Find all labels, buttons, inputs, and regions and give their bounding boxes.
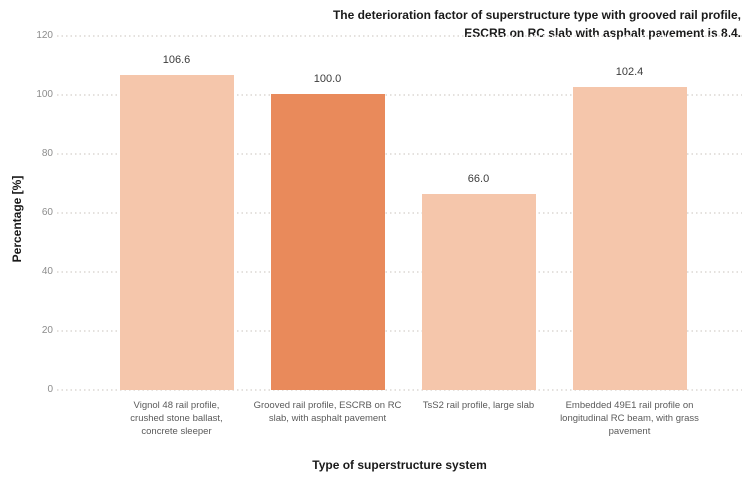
gridline-y40: [57, 271, 742, 273]
bar-4: [572, 86, 687, 390]
bar-3: [421, 194, 536, 390]
y-tick-label-120: 120: [36, 30, 53, 41]
y-tick-label-60: 60: [41, 207, 53, 218]
bar-value-label-2: 100.0: [313, 73, 342, 85]
gridline-y80: [57, 153, 742, 155]
y-tick-label-20: 20: [41, 325, 53, 336]
gridline-y100: [57, 94, 742, 96]
category-label-1: Vignol 48 rail profile, crushed stone ba…: [130, 400, 223, 437]
gridline-y20: [57, 330, 742, 332]
category-label-4: Embedded 49E1 rail profile on longitudin…: [560, 400, 699, 437]
y-tick-label-80: 80: [41, 148, 53, 159]
bar-value-label-4: 102.4: [615, 65, 644, 78]
chart-title-line1: The deterioration factor of superstructu…: [332, 8, 741, 22]
y-tick-label-100: 100: [36, 89, 53, 100]
bar-1: [119, 74, 234, 390]
bar-value-label-3: 66.0: [467, 173, 490, 186]
bar-2: [270, 94, 385, 390]
x-axis-title: Type of superstructure system: [312, 458, 487, 472]
category-label-3: TsS2 rail profile, large slab: [422, 400, 535, 411]
category-label-2: Grooved rail profile, ESCRB on RC slab, …: [253, 400, 402, 424]
y-tick-label-40: 40: [41, 266, 53, 277]
bar-value-label-1: 106.6: [162, 53, 191, 66]
gridline-y0: [57, 389, 742, 391]
gridline-y120: [57, 35, 742, 37]
y-tick-label-0: 0: [47, 384, 53, 395]
gridline-y60: [57, 212, 742, 214]
